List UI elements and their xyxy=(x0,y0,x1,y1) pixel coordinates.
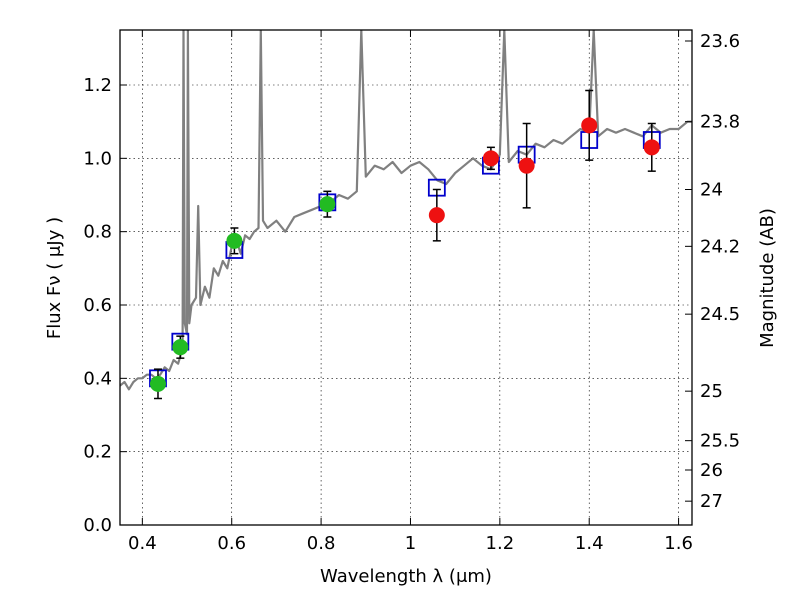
grid-lines xyxy=(120,30,692,526)
mag-tick-label: 23.8 xyxy=(700,112,740,133)
y-tick-label: 0.0 xyxy=(83,515,112,536)
y-tick-label: 0.2 xyxy=(83,442,112,463)
error-bars xyxy=(149,89,660,400)
photometry-point xyxy=(226,232,243,249)
mag-tick-label: 26 xyxy=(700,460,723,481)
x-axis-title: Wavelength λ (μm) xyxy=(320,566,492,587)
y-axis-title: Flux Fν ( μJy ) xyxy=(44,217,65,339)
x-tick-label: 0.6 xyxy=(217,533,246,554)
photometry-point xyxy=(319,196,336,213)
mag-tick-label: 24 xyxy=(700,180,723,201)
plot-area xyxy=(120,30,692,525)
y-tick-label: 0.4 xyxy=(83,368,112,389)
photometry-point xyxy=(482,150,499,167)
photometry-point xyxy=(581,117,598,134)
x-tick-label: 0.8 xyxy=(307,533,336,554)
y-tick-label: 1.2 xyxy=(83,75,112,96)
plot-frame xyxy=(119,29,693,526)
photometry-point xyxy=(172,339,189,356)
y-tick-label: 1.0 xyxy=(83,148,112,169)
x-tick-label: 1 xyxy=(405,533,416,554)
mag-tick-label: 27 xyxy=(700,491,723,512)
mag-tick-label: 23.6 xyxy=(700,31,740,52)
y-tick-label: 0.8 xyxy=(83,222,112,243)
y-tick-label: 0.6 xyxy=(83,295,112,316)
data-layer xyxy=(120,30,692,391)
spectrum-line xyxy=(120,30,692,391)
x-tick-label: 0.4 xyxy=(128,533,157,554)
y2-axis-title: Magnitude (AB) xyxy=(757,208,778,348)
photometry-point xyxy=(428,207,445,224)
mag-tick-label: 24.2 xyxy=(700,236,740,257)
x-tick-label: 1.6 xyxy=(664,533,693,554)
mag-tick-label: 25 xyxy=(700,381,723,402)
photometry-point xyxy=(149,375,166,392)
photometry-point xyxy=(643,139,660,156)
mag-tick-label: 24.5 xyxy=(700,304,740,325)
x-tick-label: 1.4 xyxy=(575,533,604,554)
mag-tick-label: 25.5 xyxy=(700,431,740,452)
x-tick-label: 1.2 xyxy=(486,533,515,554)
photometry-point xyxy=(518,157,535,174)
axis-ticks: 0.4 0.6 0.8 1 1.2 1.4 1.6 0.0 0.2 0.4 0.6 0.8 1.0 1.2… xyxy=(83,30,740,554)
